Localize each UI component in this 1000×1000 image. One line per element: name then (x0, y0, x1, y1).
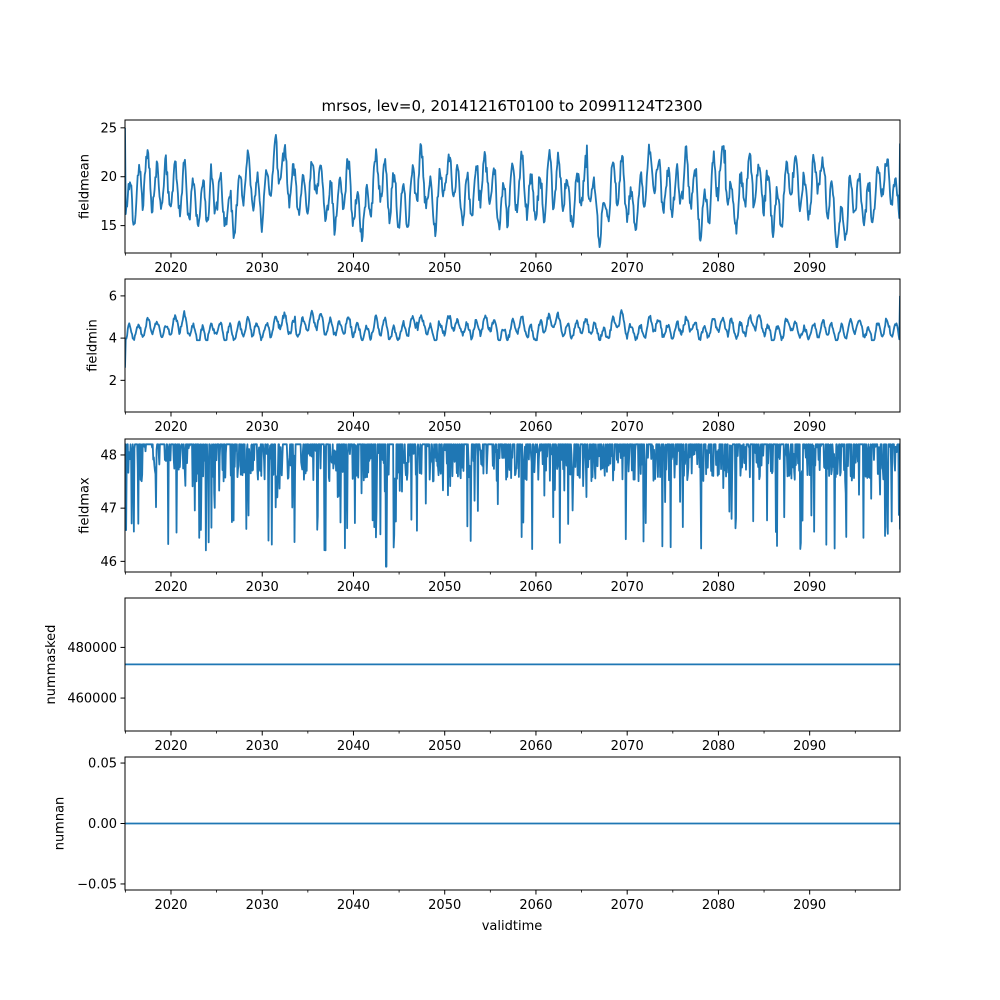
y-tick-label: 0.00 (88, 817, 117, 832)
x-tick-label: 2020 (154, 420, 187, 435)
y-tick-label: 0.05 (88, 757, 117, 772)
series-line-fieldmax (125, 443, 900, 568)
x-tick-label: 2090 (793, 261, 826, 276)
x-tick-label: 2060 (519, 261, 552, 276)
y-axis-label-fieldmin: fieldmin (86, 319, 101, 372)
x-tick-label: 2020 (154, 739, 187, 754)
axes-frame-nummasked (124, 597, 901, 732)
y-tick-label: −0.05 (77, 877, 117, 892)
x-tick-label: 2070 (611, 898, 644, 913)
series-line-fieldmean (125, 127, 900, 249)
y-tick-label: 2 (109, 374, 117, 389)
x-tick-label: 2060 (519, 739, 552, 754)
series-line-fieldmin (125, 295, 900, 368)
y-tick-label: 460000 (67, 692, 117, 707)
y-tick-label: 15 (100, 219, 117, 234)
x-tick-label: 2030 (246, 580, 279, 595)
x-tick-label: 2070 (611, 580, 644, 595)
x-tick-label: 2020 (154, 580, 187, 595)
panel-nummasked: 2020 2030 2040 2050 2060 2070 2080 2090 460000 48… (44, 597, 901, 754)
x-tick-label: 2050 (428, 898, 461, 913)
x-tick-label: 2040 (337, 580, 370, 595)
x-tick-label: 2090 (793, 580, 826, 595)
x-tick-label: 2020 (154, 898, 187, 913)
y-tick-label: 6 (109, 289, 117, 304)
axes-frame-fieldmin (124, 278, 901, 413)
x-tick-label: 2050 (428, 420, 461, 435)
y-tick-label: 25 (100, 121, 117, 136)
x-tick-label: 2030 (246, 261, 279, 276)
y-tick-label: 480000 (67, 641, 117, 656)
x-tick-label: 2060 (519, 420, 552, 435)
x-tick-label: 2080 (702, 739, 735, 754)
x-tick-label: 2030 (246, 739, 279, 754)
x-tick-label: 2040 (337, 420, 370, 435)
x-tick-label: 2030 (246, 420, 279, 435)
x-tick-label: 2050 (428, 739, 461, 754)
panel-fieldmax: 2020 2030 2040 2050 2060 2070 2080 2090 46 47 48 fi… (77, 438, 901, 595)
x-tick-label: 2090 (793, 898, 826, 913)
x-tick-label: 2040 (337, 739, 370, 754)
y-tick-label: 48 (100, 448, 117, 463)
y-tick-label: 4 (109, 332, 117, 347)
panel-numnan: 2020 2030 2040 2050 2060 2070 2080 2090 −0.05 0.0… (53, 756, 901, 913)
panel-fieldmean: 2020 2030 2040 2050 2060 2070 2080 2090 15 20 25 fi… (77, 119, 901, 276)
x-tick-label: 2040 (337, 261, 370, 276)
x-tick-label: 2070 (611, 420, 644, 435)
x-tick-label: 2070 (611, 739, 644, 754)
x-tick-label: 2040 (337, 898, 370, 913)
y-tick-label: 20 (100, 170, 117, 185)
x-tick-label: 2060 (519, 580, 552, 595)
y-axis-label-fieldmax: fieldmax (77, 477, 92, 534)
x-tick-label: 2080 (702, 261, 735, 276)
chart-title: mrsos, lev=0, 20141216T0100 to 20991124T… (321, 97, 702, 115)
y-tick-label: 47 (100, 502, 117, 517)
x-tick-label: 2070 (611, 261, 644, 276)
x-tick-label: 2030 (246, 898, 279, 913)
y-tick-label: 46 (100, 555, 117, 570)
x-tick-label: 2050 (428, 580, 461, 595)
panel-fieldmin: 2020 2030 2040 2050 2060 2070 2080 2090 2 4 6 field… (86, 278, 901, 435)
y-axis-label-numnan: numnan (53, 797, 68, 851)
x-tick-label: 2080 (702, 580, 735, 595)
x-tick-label: 2090 (793, 739, 826, 754)
x-tick-label: 2090 (793, 420, 826, 435)
y-axis-label-fieldmean: fieldmean (77, 154, 92, 219)
x-axis-label: validtime (482, 919, 543, 934)
panels-group: 2020 2030 2040 2050 2060 2070 2080 2090 15 20 25 fi… (44, 119, 901, 913)
x-tick-label: 2050 (428, 261, 461, 276)
x-tick-label: 2080 (702, 420, 735, 435)
x-tick-label: 2080 (702, 898, 735, 913)
y-axis-label-nummasked: nummasked (44, 625, 59, 705)
axes-frame-fieldmax (124, 438, 901, 573)
x-tick-label: 2020 (154, 261, 187, 276)
axes-frame-fieldmean (124, 119, 901, 254)
x-tick-label: 2060 (519, 898, 552, 913)
